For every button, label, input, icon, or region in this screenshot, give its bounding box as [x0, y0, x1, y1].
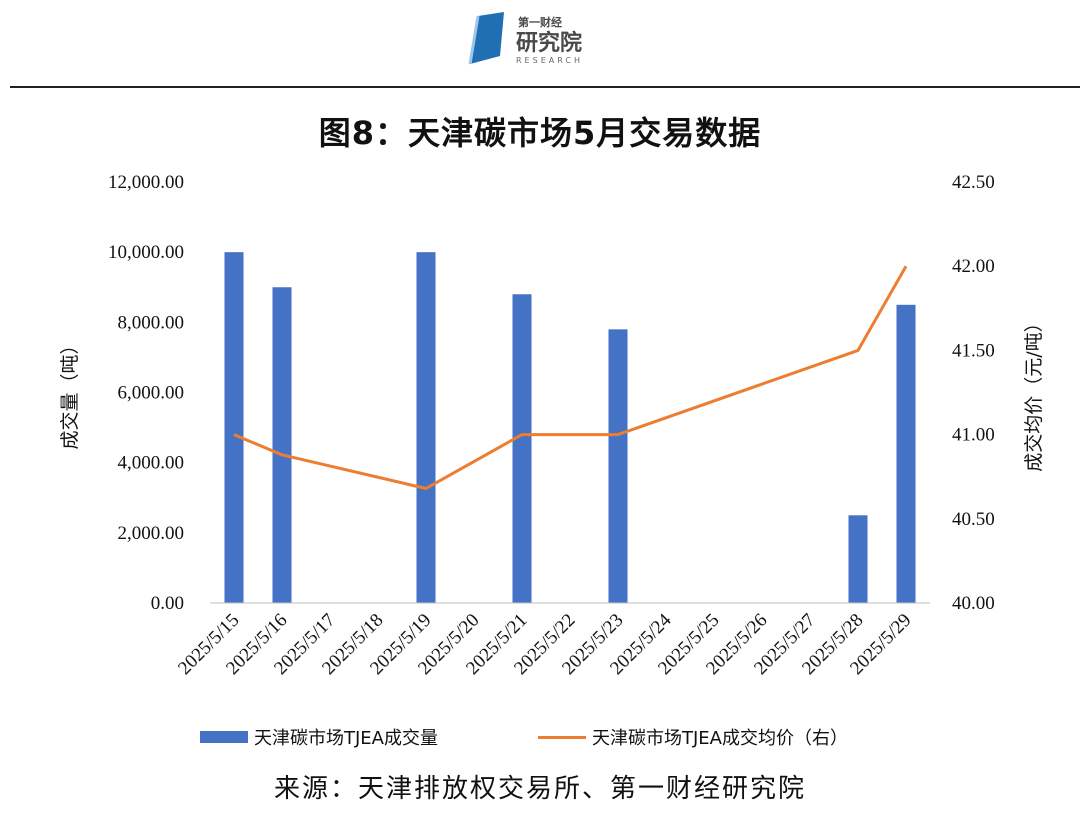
- legend-label-price: 天津碳市场TJEA成交均价（右）: [592, 728, 848, 749]
- y2-tick-label: 41.00: [952, 425, 995, 446]
- y-tick-label: 12,000.00: [108, 172, 184, 193]
- chart-title: 图8：天津碳市场5月交易数据: [318, 114, 762, 152]
- chart: 0.00 2,000.00 4,000.00 6,000.00 8,000.00 10,0…: [59, 172, 1045, 679]
- bar-2025/5/28: [848, 515, 868, 603]
- bar-2025/5/15: [224, 252, 244, 603]
- bar-2025/5/29: [896, 304, 916, 603]
- legend-swatch-line: [538, 735, 586, 739]
- bar-2025/5/23: [608, 329, 628, 603]
- y2-tick-label: 40.50: [952, 509, 995, 530]
- y-tick-label: 4,000.00: [118, 453, 185, 474]
- bar-2025/5/21: [512, 294, 532, 603]
- logo: 第一财经 研究院 RESEARCH: [464, 8, 624, 68]
- y-axis-title: 成交量（吨）: [59, 335, 81, 449]
- y2-tick-label: 42.50: [952, 172, 995, 193]
- source-note: 来源：天津排放权交易所、第一财经研究院: [273, 774, 806, 804]
- legend-item-price: 天津碳市场TJEA成交均价（右）: [538, 724, 848, 750]
- legend: 天津碳市场TJEA成交量 天津碳市场TJEA成交均价（右）: [0, 724, 1080, 754]
- y2-tick-label: 41.50: [952, 340, 995, 361]
- legend-label-volume: 天津碳市场TJEA成交量: [254, 728, 438, 749]
- y2-tick-label: 40.00: [952, 593, 995, 614]
- logo-sub-text: RESEARCH: [516, 56, 583, 65]
- logo-top-text: 第一财经: [518, 15, 562, 29]
- price-line: [233, 265, 908, 490]
- y-tick-label: 6,000.00: [118, 383, 185, 404]
- logo-icon: [470, 12, 504, 64]
- bar-2025/5/16: [272, 287, 292, 603]
- y-tick-label: 2,000.00: [118, 523, 185, 544]
- legend-item-volume: 天津碳市场TJEA成交量: [200, 724, 438, 750]
- legend-swatch-bar: [200, 731, 248, 743]
- y2-tick-label: 42.00: [952, 256, 995, 277]
- y-tick-label: 0.00: [151, 593, 184, 614]
- header-divider: [10, 86, 1080, 88]
- logo-main-text: 研究院: [516, 30, 582, 56]
- y-tick-label: 10,000.00: [108, 242, 184, 263]
- y2-axis-title: 成交均价（元/吨）: [1023, 313, 1045, 471]
- bar-2025/5/19: [416, 252, 436, 603]
- logo-mark: 第一财经 研究院 RESEARCH: [468, 12, 583, 65]
- y-tick-label: 8,000.00: [118, 312, 185, 333]
